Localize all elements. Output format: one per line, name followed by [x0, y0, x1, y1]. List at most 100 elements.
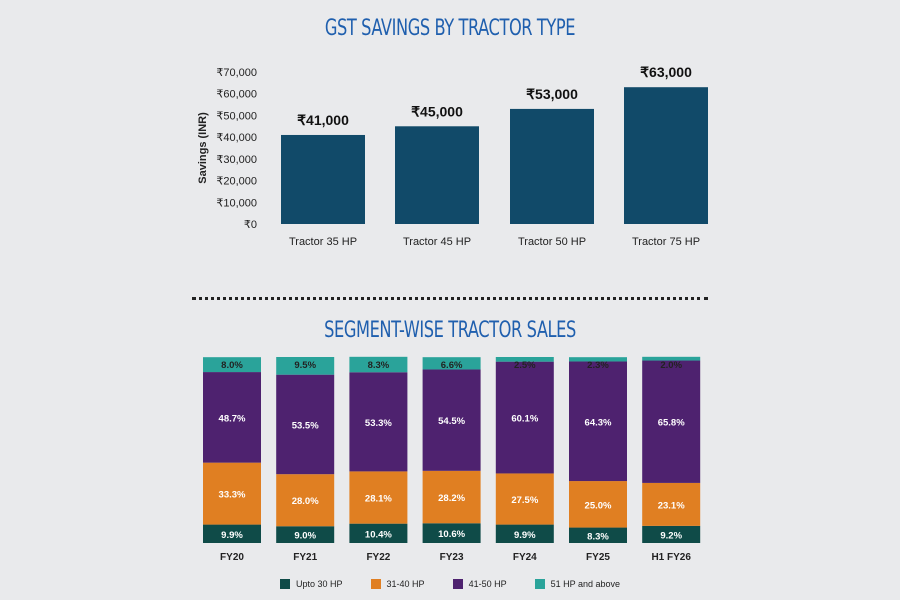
- segment-bar: [642, 360, 701, 483]
- segment-data-label: 8.0%: [221, 360, 243, 371]
- segment-bar: [569, 481, 627, 528]
- savings-bar: [510, 108, 594, 224]
- segment-data-label: 25.0%: [585, 500, 612, 511]
- legend-swatch: [370, 579, 381, 589]
- segment-bar: [203, 357, 261, 373]
- segment-data-label: 65.8%: [658, 418, 685, 429]
- y-tick-label: ₹60,000: [216, 89, 257, 101]
- segment-data-label: 9.2%: [660, 530, 682, 541]
- y-tick-label: ₹40,000: [216, 132, 257, 144]
- segment-data-label: 9.0%: [294, 531, 316, 542]
- segment-chart-title: SEGMENT-WISE TRACTOR SALES: [324, 318, 576, 343]
- segment-bar: [276, 474, 335, 527]
- segment-data-label: 8.3%: [368, 360, 390, 371]
- segment-bar: [569, 357, 627, 362]
- savings-data-label: ₹45,000: [411, 103, 463, 119]
- segment-bar: [349, 356, 408, 373]
- y-axis-label: Savings (INR): [197, 112, 209, 184]
- segment-data-label: 9.9%: [514, 530, 536, 541]
- savings-data-label: ₹63,000: [640, 64, 692, 80]
- x-category-label: Tractor 75 HP: [632, 236, 700, 248]
- segment-data-label: 2.0%: [660, 360, 682, 371]
- segment-bar: [422, 369, 481, 471]
- segment-bar: [422, 523, 481, 543]
- segment-bar: [349, 523, 408, 543]
- segment-data-label: 53.5%: [292, 420, 319, 431]
- section-divider: [192, 297, 708, 300]
- legend-label: 41-50 HP: [468, 579, 507, 589]
- segment-data-label: 33.3%: [219, 490, 246, 501]
- segment-bar: [203, 372, 261, 463]
- legend-item: Upto 30 HP: [280, 579, 343, 589]
- legend-label: 31-40 HP: [386, 579, 425, 589]
- segment-bar: [495, 361, 554, 474]
- savings-bar: [395, 126, 479, 224]
- segment-data-label: 60.1%: [511, 414, 538, 425]
- y-tick-label: ₹20,000: [216, 176, 257, 188]
- legend-label: Upto 30 HP: [296, 579, 343, 589]
- legend-item: 41-50 HP: [452, 579, 507, 589]
- savings-data-label: ₹41,000: [297, 112, 349, 128]
- legend-swatch: [534, 579, 545, 589]
- segment-bar: [422, 470, 481, 524]
- segment-data-label: 9.5%: [294, 360, 316, 371]
- segment-data-label: 10.4%: [365, 529, 392, 540]
- y-tick-label: ₹70,000: [216, 67, 257, 79]
- segment-bar: [569, 527, 627, 543]
- legend-swatch: [452, 579, 463, 589]
- fy-category-label: FY22: [366, 552, 390, 563]
- fy-category-label: FY20: [220, 552, 244, 563]
- segment-data-label: 64.3%: [585, 417, 612, 428]
- segment-bar: [349, 372, 408, 472]
- segment-bar: [495, 524, 554, 543]
- segment-bar: [495, 473, 554, 525]
- x-category-label: Tractor 45 HP: [403, 236, 471, 248]
- fy-category-label: FY21: [293, 552, 317, 563]
- segment-data-label: 8.3%: [587, 531, 609, 542]
- segment-data-label: 53.3%: [365, 418, 392, 429]
- legend-label: 51 HP and above: [550, 579, 620, 589]
- savings-data-label: ₹53,000: [526, 86, 578, 102]
- segment-data-label: 27.5%: [511, 495, 538, 506]
- segment-bar: [642, 525, 701, 543]
- legend-item: 31-40 HP: [370, 579, 425, 589]
- segment-bar: [569, 361, 627, 482]
- fy-category-label: FY24: [513, 552, 537, 563]
- segment-bar: [276, 526, 335, 543]
- segment-bar: [642, 482, 701, 526]
- segment-data-label: 28.2%: [438, 493, 465, 504]
- y-tick-label: ₹10,000: [216, 197, 257, 209]
- savings-bar: [281, 134, 365, 224]
- savings-bar: [624, 87, 708, 224]
- segment-data-label: 28.0%: [292, 496, 319, 507]
- fy-category-label: H1 FY26: [651, 552, 691, 563]
- gst-chart-title: GST SAVINGS BY TRACTOR TYPE: [324, 16, 576, 41]
- segment-data-label: 6.6%: [441, 360, 463, 371]
- segment-data-label: 23.1%: [658, 500, 685, 511]
- segment-bar: [203, 524, 261, 543]
- segment-data-label: 10.6%: [438, 529, 465, 540]
- segment-data-label: 48.7%: [219, 413, 246, 424]
- segment-data-label: 9.9%: [221, 530, 243, 541]
- legend-item: 51 HP and above: [534, 579, 620, 589]
- segment-bar: [495, 357, 554, 362]
- y-tick-label: ₹0: [244, 219, 257, 231]
- y-tick-label: ₹50,000: [216, 110, 257, 122]
- segment-bar: [276, 374, 335, 475]
- x-category-label: Tractor 50 HP: [518, 236, 586, 248]
- segment-legend: Upto 30 HP 31-40 HP 41-50 HP 51 HP and abov…: [0, 579, 900, 589]
- y-tick-label: ₹30,000: [216, 154, 257, 166]
- segment-bar: [349, 471, 408, 524]
- segment-data-label: 54.5%: [438, 416, 465, 427]
- fy-category-label: FY25: [586, 552, 610, 563]
- segment-bar: [422, 357, 481, 370]
- segment-bar: [276, 357, 335, 375]
- segment-bar: [642, 356, 701, 361]
- fy-category-label: FY23: [440, 552, 464, 563]
- segment-data-label: 28.1%: [365, 494, 392, 505]
- segment-data-label: 2.3%: [587, 360, 609, 371]
- segment-bar: [203, 462, 261, 525]
- x-category-label: Tractor 35 HP: [289, 236, 357, 248]
- segment-data-label: 2.5%: [514, 360, 536, 371]
